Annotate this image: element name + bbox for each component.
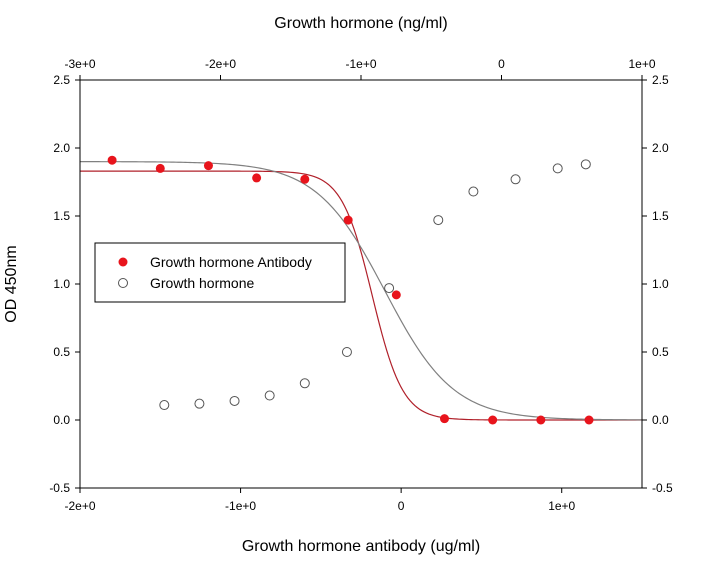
- legend-label-antibody: Growth hormone Antibody: [150, 254, 312, 270]
- y-axis-title: OD 450nm: [3, 245, 20, 322]
- legend-label-hormone: Growth hormone: [150, 275, 254, 291]
- series-1-point-5: [341, 347, 352, 357]
- legend-marker-antibody: [118, 257, 128, 267]
- fit-curve-0: [80, 170, 642, 421]
- series-1-point-2: [229, 395, 240, 406]
- left-y-tick-label-3: 1.0: [53, 277, 70, 291]
- series-1-point-4: [299, 378, 310, 389]
- bottom-x-tick-label-1: -1e+0: [225, 499, 256, 513]
- right-y-tick-label-6: 2.5: [652, 73, 669, 87]
- right-y-tick-label-2: 0.5: [652, 345, 669, 359]
- series-0-point-5: [343, 215, 353, 225]
- series-1-point-3: [264, 390, 275, 401]
- right-y-tick-label-1: 0.0: [652, 413, 669, 427]
- top-x-tick-label-2: -1e+0: [345, 57, 376, 71]
- legend-box: [94, 242, 346, 303]
- left-y-tick-label-1: 0.0: [53, 413, 70, 427]
- right-y-tick-label-0: -0.5: [652, 481, 673, 495]
- series-0-point-7: [439, 414, 449, 424]
- right-y-tick-label-4: 1.5: [652, 209, 669, 223]
- series-0-point-6: [391, 290, 401, 300]
- top-x-tick-label-1: -2e+0: [205, 57, 236, 71]
- series-0-point-0: [107, 155, 117, 165]
- series-1-point-7: [433, 215, 444, 226]
- top-x-tick-label-4: 1e+0: [628, 57, 655, 71]
- right-y-tick-label-3: 1.0: [652, 277, 669, 291]
- series-1-point-10: [552, 163, 563, 174]
- series-0-point-1: [155, 163, 165, 173]
- legend-marker-hormone: [118, 278, 128, 288]
- series-1-point-6: [384, 283, 395, 294]
- series-0-point-2: [203, 161, 213, 171]
- series-1-point-1: [194, 398, 205, 409]
- series-0-point-3: [252, 173, 262, 183]
- legend: Growth hormone Antibody Growth hormone: [94, 242, 346, 303]
- series-1-point-0: [159, 400, 170, 411]
- series-1-point-9: [510, 174, 521, 185]
- fit-curves: [80, 161, 643, 421]
- top-x-axis-title: Growth hormone (ng/ml): [274, 15, 447, 32]
- left-y-tick-label-6: 2.5: [53, 73, 70, 87]
- top-x-tick-label-3: 0: [498, 57, 505, 71]
- series-1-point-11: [580, 159, 591, 170]
- left-y-tick-label-2: 0.5: [53, 345, 70, 359]
- bottom-x-tick-label-0: -2e+0: [64, 499, 95, 513]
- right-y-tick-label-5: 2.0: [652, 141, 669, 155]
- series-0-point-10: [584, 415, 594, 425]
- bottom-x-tick-label-2: 0: [398, 499, 405, 513]
- series-0-point-9: [536, 415, 546, 425]
- axis-ticks: -2e+0 -1e+0 0 1e+0 -3e+0 -2e+0 -1e+0 0 1e+0 -0.5 -…: [49, 57, 673, 513]
- series-1-point-8: [468, 186, 479, 197]
- left-y-tick-label-5: 2.0: [53, 141, 70, 155]
- data-points: [107, 155, 594, 425]
- left-y-tick-label-4: 1.5: [53, 209, 70, 223]
- plot-frame: [79, 79, 643, 489]
- top-x-tick-label-0: -3e+0: [64, 57, 95, 71]
- series-0-point-4: [300, 174, 310, 184]
- bottom-x-tick-label-3: 1e+0: [548, 499, 575, 513]
- left-y-tick-label-0: -0.5: [49, 481, 70, 495]
- fit-curve-1: [80, 161, 643, 421]
- series-0-point-8: [488, 415, 498, 425]
- bottom-x-axis-title: Growth hormone antibody (ug/ml): [242, 538, 480, 555]
